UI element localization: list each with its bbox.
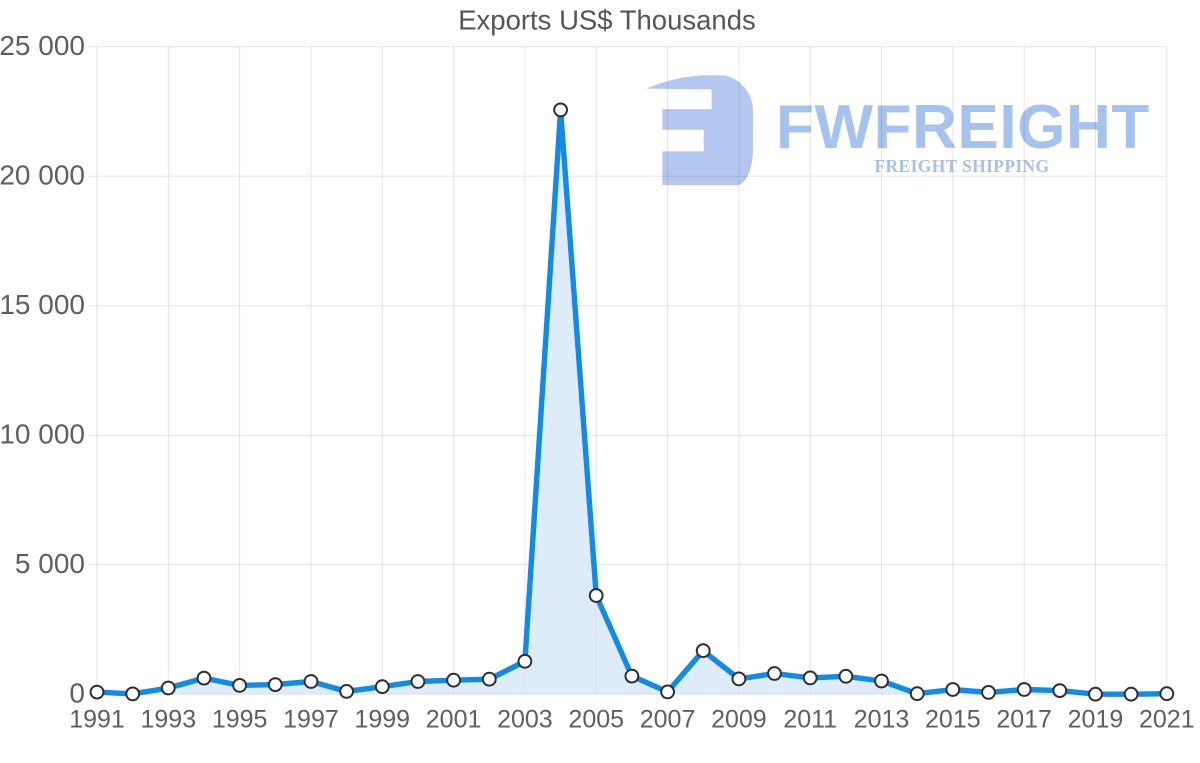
y-axis-label: 5 000 xyxy=(15,548,85,579)
data-point-2016[interactable] xyxy=(981,685,996,700)
y-axis-label: 10 000 xyxy=(0,419,85,450)
watermark-brand-text: FWFREIGHT xyxy=(776,93,1150,162)
series-area-fill xyxy=(97,109,1167,695)
x-axis-label: 1995 xyxy=(212,706,268,734)
watermark: FWFREIGHT FREIGHT SHIPPING xyxy=(646,75,1150,185)
x-axis-label: 2015 xyxy=(925,706,981,734)
x-axis-label: 2007 xyxy=(640,706,696,734)
x-axis-label: 2011 xyxy=(783,706,837,734)
data-point-1991[interactable] xyxy=(89,684,105,700)
chart-title: Exports US$ Thousands xyxy=(458,5,756,36)
data-point-2002[interactable] xyxy=(481,671,497,687)
data-point-2006[interactable] xyxy=(624,668,640,684)
x-axis-label: 1991 xyxy=(69,706,125,734)
data-point-2005[interactable] xyxy=(588,588,604,603)
watermark-logo-icon xyxy=(646,75,753,185)
series-line xyxy=(94,107,1170,697)
data-point-2010[interactable] xyxy=(767,666,782,681)
data-point-1994[interactable] xyxy=(196,670,212,686)
data-point-1997[interactable] xyxy=(303,674,319,689)
y-axis-label: 25 000 xyxy=(0,30,85,61)
x-axis-label: 2009 xyxy=(711,706,767,734)
x-axis-label: 1997 xyxy=(283,706,339,734)
y-axis-label: 20 000 xyxy=(0,160,85,191)
data-point-2021[interactable] xyxy=(1159,686,1175,702)
x-axis-label: 2019 xyxy=(1068,706,1124,734)
y-axis-label: 0 xyxy=(69,678,85,709)
data-point-1996[interactable] xyxy=(267,677,283,692)
data-point-2007[interactable] xyxy=(660,684,675,700)
data-point-1995[interactable] xyxy=(232,678,248,693)
data-point-2017[interactable] xyxy=(1016,682,1032,697)
y-axis-labels: 0 5 000 10 000 15 000 20 000 25 000 xyxy=(0,30,85,709)
data-point-2003[interactable] xyxy=(517,653,533,669)
x-axis-label: 2013 xyxy=(854,706,910,734)
series-markers xyxy=(89,102,1175,702)
data-point-2019[interactable] xyxy=(1088,686,1103,702)
y-axis-label: 15 000 xyxy=(0,289,85,320)
x-axis-label: 2021 xyxy=(1139,706,1195,734)
data-point-2020[interactable] xyxy=(1123,686,1139,702)
x-axis-label: 2003 xyxy=(497,706,553,734)
data-point-2015[interactable] xyxy=(945,682,961,697)
data-point-2018[interactable] xyxy=(1052,683,1068,698)
x-axis-labels: 1991 1993 1995 1997 1999 2001 2003 2005 2007 2009… xyxy=(69,706,1194,734)
x-axis-label: 1993 xyxy=(141,706,197,734)
data-point-1992[interactable] xyxy=(125,686,141,702)
data-point-2013[interactable] xyxy=(874,673,889,689)
data-point-2004[interactable] xyxy=(553,102,568,118)
data-point-2000[interactable] xyxy=(410,674,426,689)
data-point-2011[interactable] xyxy=(802,670,818,686)
data-point-1998[interactable] xyxy=(339,684,355,699)
data-point-1993[interactable] xyxy=(160,680,176,696)
x-axis-label: 2017 xyxy=(996,706,1052,734)
data-point-1999[interactable] xyxy=(374,679,390,695)
data-point-2014[interactable] xyxy=(909,686,925,702)
x-axis-label: 2001 xyxy=(426,706,482,734)
data-point-2009[interactable] xyxy=(731,671,747,687)
data-point-2001[interactable] xyxy=(446,672,462,688)
x-axis-label: 2005 xyxy=(568,706,624,734)
x-axis-label: 1999 xyxy=(354,706,410,734)
data-point-2008[interactable] xyxy=(695,643,711,659)
data-point-2012[interactable] xyxy=(838,668,854,684)
watermark-tagline-text: FREIGHT SHIPPING xyxy=(875,156,1050,176)
